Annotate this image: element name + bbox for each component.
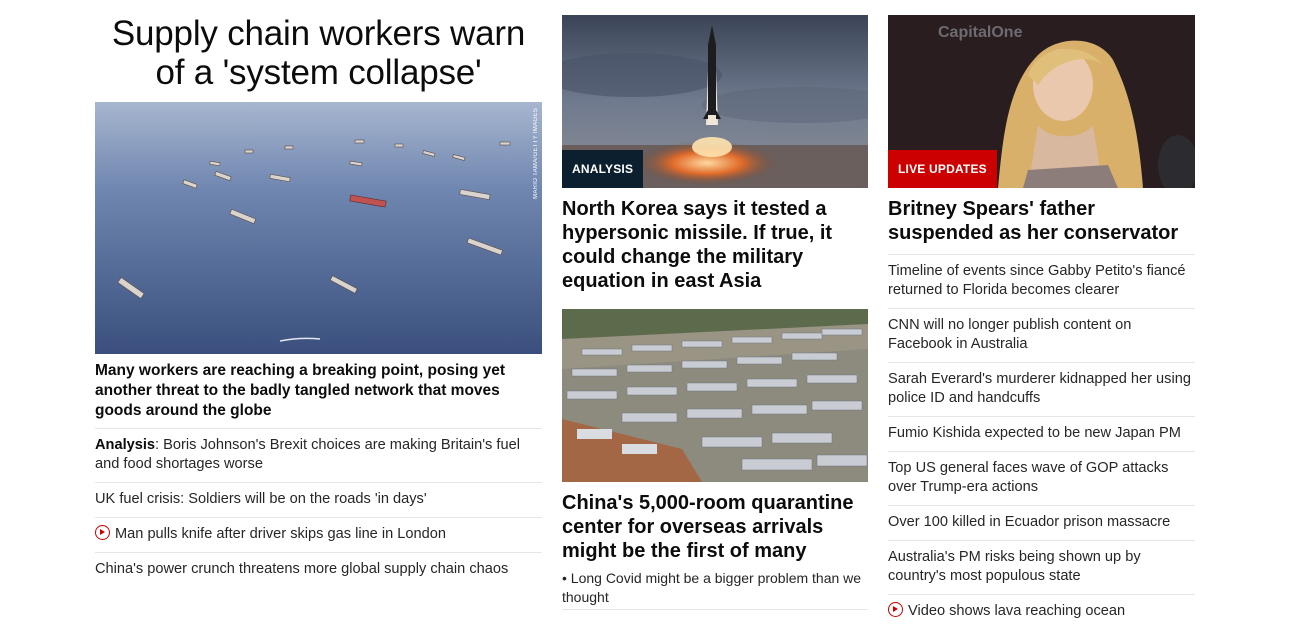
cargo-ships-photo	[95, 102, 542, 354]
missile-launch-photo	[562, 15, 868, 188]
analysis-tag: ANALYSIS	[562, 150, 644, 188]
list-item-text: Top US general faces wave of GOP attacks…	[888, 460, 1169, 495]
right-column: CapitalOne LIVE UPDATES Britney Spears' …	[888, 15, 1195, 629]
britney-headline[interactable]: Britney Spears' father suspended as her …	[888, 197, 1195, 255]
list-item[interactable]: CNN will no longer publish content on Fa…	[888, 309, 1195, 363]
video-play-icon	[95, 525, 110, 540]
missile-launch-image[interactable]: ANALYSIS	[562, 15, 868, 188]
lead-summary[interactable]: Many workers are reaching a breaking poi…	[95, 361, 542, 429]
list-item[interactable]: Over 100 killed in Ecuador prison massac…	[888, 506, 1195, 541]
svg-text:CapitalOne: CapitalOne	[938, 24, 1023, 41]
list-item-text: CNN will no longer publish content on Fa…	[888, 317, 1132, 352]
list-item[interactable]: Australia's PM risks being shown up by c…	[888, 541, 1195, 595]
list-item-text: Fumio Kishida expected to be new Japan P…	[888, 425, 1181, 441]
list-item[interactable]: Analysis: Boris Johnson's Brexit choices…	[95, 429, 542, 483]
quarantine-headline[interactable]: China's 5,000-room quarantine center for…	[562, 492, 854, 562]
list-item-text: UK fuel crisis: Soldiers will be on the …	[95, 491, 427, 507]
analysis-label: Analysis	[95, 437, 156, 453]
list-item-text: Australia's PM risks being shown up by c…	[888, 549, 1141, 584]
list-item[interactable]: Sarah Everard's murderer kidnapped her u…	[888, 363, 1195, 417]
lead-related-list: Analysis: Boris Johnson's Brexit choices…	[95, 429, 542, 587]
middle-column: ANALYSIS North Korea says it tested a hy…	[562, 15, 868, 610]
list-item-text: Man pulls knife after driver skips gas l…	[115, 526, 446, 542]
long-covid-link[interactable]: • Long Covid might be a bigger problem t…	[562, 569, 868, 610]
list-item[interactable]: China's power crunch threatens more glob…	[95, 553, 542, 587]
cargo-ships-image[interactable]: MARIO TAMA/GETTY IMAGES	[95, 102, 542, 354]
list-item-text: : Boris Johnson's Brexit choices are mak…	[95, 437, 520, 472]
list-item[interactable]: UK fuel crisis: Soldiers will be on the …	[95, 483, 542, 518]
list-item[interactable]: Timeline of events since Gabby Petito's …	[888, 255, 1195, 309]
list-item[interactable]: Fumio Kishida expected to be new Japan P…	[888, 417, 1195, 452]
list-item[interactable]: Top US general faces wave of GOP attacks…	[888, 452, 1195, 506]
video-play-icon	[888, 602, 903, 617]
list-item-text: Over 100 killed in Ecuador prison massac…	[888, 514, 1171, 530]
missile-headline[interactable]: North Korea says it tested a hypersonic …	[562, 198, 833, 292]
quarantine-center-photo	[562, 309, 868, 482]
headlines-list: Timeline of events since Gabby Petito's …	[888, 255, 1195, 629]
lead-story-column: Supply chain workers warn of a 'system c…	[95, 0, 542, 587]
lead-headline[interactable]: Supply chain workers warn of a 'system c…	[111, 14, 526, 92]
list-item-text: China's power crunch threatens more glob…	[95, 561, 509, 577]
list-item-text: Sarah Everard's murderer kidnapped her u…	[888, 371, 1191, 406]
photo-credit: MARIO TAMA/GETTY IMAGES	[533, 108, 539, 199]
britney-spears-image[interactable]: CapitalOne LIVE UPDATES	[888, 15, 1195, 188]
list-item-text: Timeline of events since Gabby Petito's …	[888, 263, 1186, 298]
list-item[interactable]: Video shows lava reaching ocean	[888, 595, 1195, 629]
quarantine-center-image[interactable]	[562, 309, 868, 482]
live-updates-tag: LIVE UPDATES	[888, 150, 997, 188]
list-item-text: Video shows lava reaching ocean	[908, 603, 1126, 619]
list-item[interactable]: Man pulls knife after driver skips gas l…	[95, 518, 542, 553]
